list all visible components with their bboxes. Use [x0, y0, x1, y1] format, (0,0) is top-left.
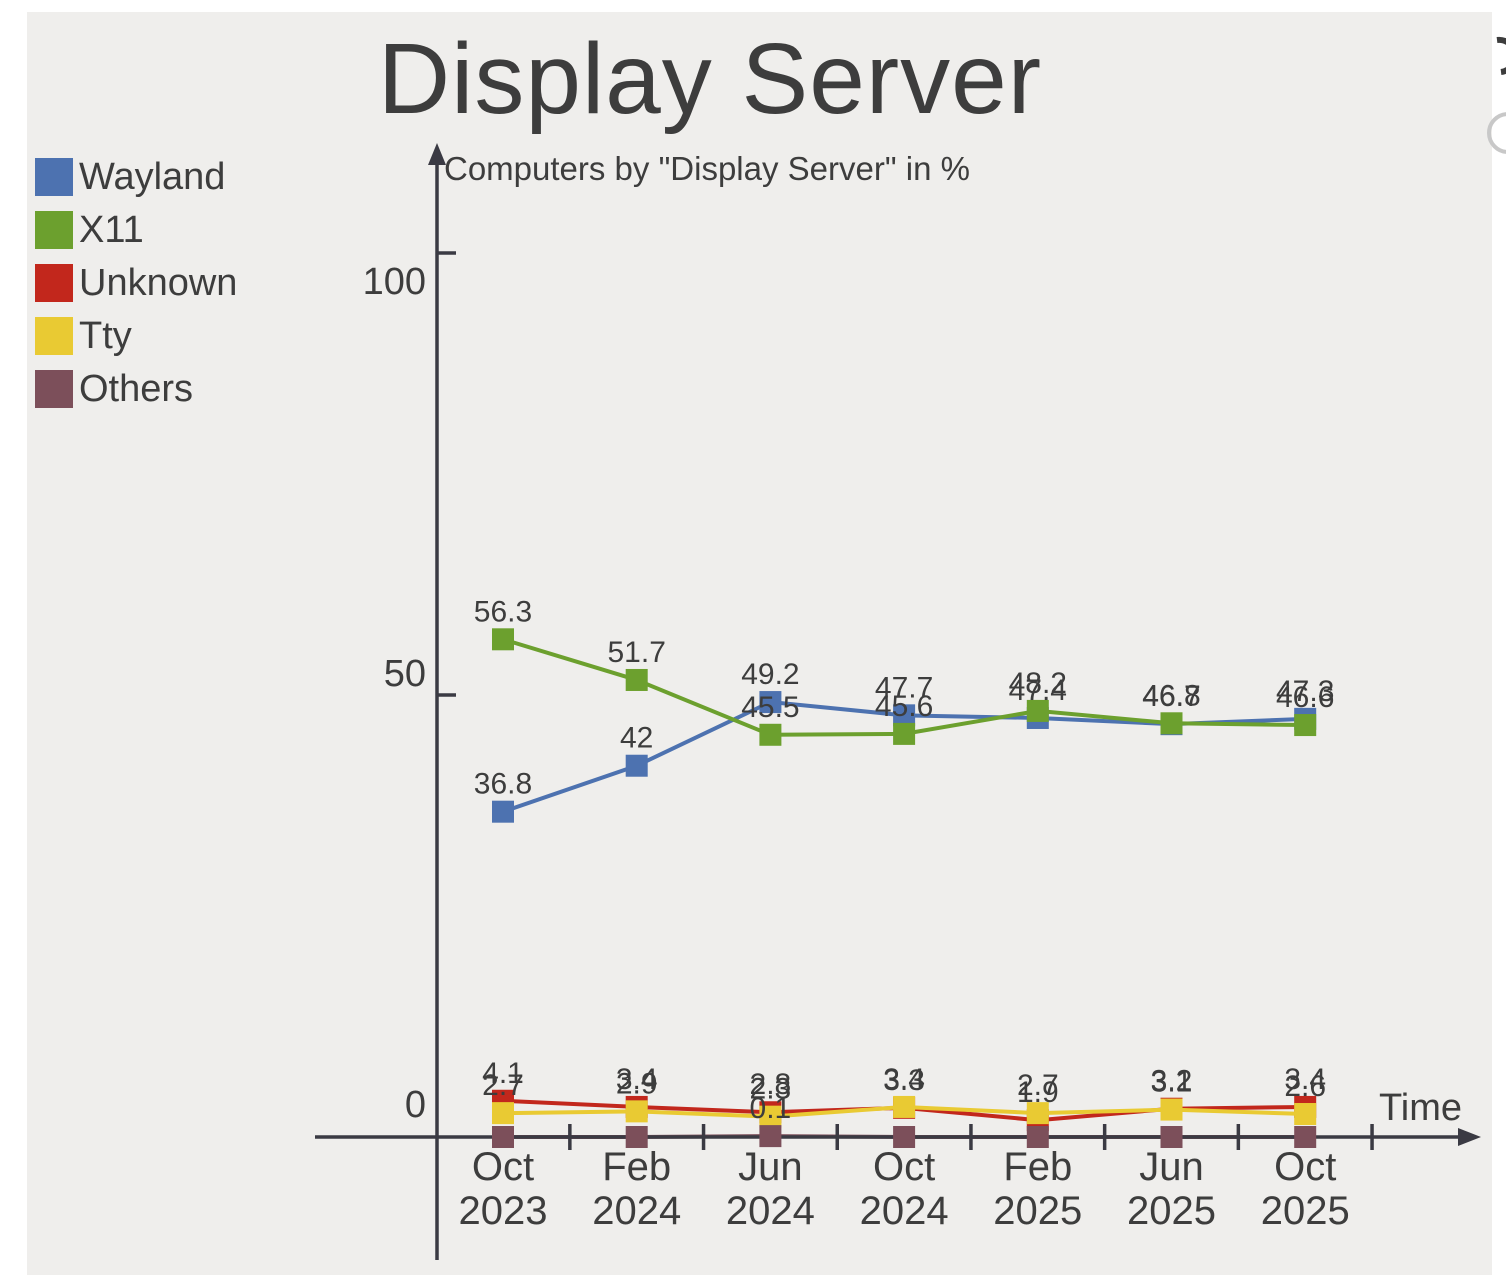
x-category-label: 2024	[860, 1189, 949, 1233]
value-label: 47.3	[1276, 675, 1334, 708]
value-label: 46.6	[1276, 681, 1334, 714]
x-category-label: 2025	[1261, 1189, 1350, 1233]
legend-swatch-icon	[35, 369, 73, 408]
value-label: 3.4	[883, 1063, 925, 1096]
data-point-tty	[893, 1095, 916, 1118]
data-point-x11	[492, 628, 514, 651]
x-category-label: Feb	[1003, 1145, 1072, 1189]
value-label: 4.1	[482, 1057, 524, 1090]
value-label: 36.8	[474, 768, 532, 801]
data-point-others	[1160, 1126, 1183, 1148]
value-label: 2.3	[750, 1073, 792, 1106]
legend-item-unknown: Unknown	[35, 256, 237, 309]
legend-label: X11	[79, 208, 144, 251]
value-label: 0.1	[750, 1092, 792, 1125]
x-category-label: 2024	[726, 1189, 815, 1233]
x-category-label: 2023	[459, 1189, 548, 1233]
legend-item-x11: X11	[35, 203, 237, 256]
data-point-others	[1026, 1126, 1049, 1148]
value-label: 3.1	[1151, 1066, 1193, 1099]
legend-label: Others	[79, 367, 194, 410]
value-label: 3.2	[1151, 1065, 1193, 1098]
chart-subtitle: Computers by "Display Server" in %	[444, 150, 970, 187]
y-axis-arrow	[428, 143, 446, 165]
legend-label: Unknown	[79, 261, 238, 304]
value-label: 2.7	[482, 1069, 524, 1102]
legend-item-others: Others	[35, 362, 237, 415]
value-label: 46.7	[1142, 680, 1200, 713]
data-point-wayland	[893, 704, 916, 727]
value-label: 56.3	[474, 595, 532, 628]
value-label: 46.8	[1142, 679, 1200, 712]
value-label: 45.5	[741, 691, 799, 724]
value-label: 48.2	[1009, 667, 1067, 700]
x-category-label: 2024	[592, 1189, 681, 1233]
data-point-tty	[1026, 1102, 1049, 1125]
data-point-tty	[759, 1105, 782, 1128]
data-point-tty	[492, 1102, 514, 1125]
data-point-x11	[1026, 699, 1049, 722]
x-axis-arrow	[1458, 1128, 1481, 1146]
data-point-others	[893, 1126, 916, 1148]
data-point-tty	[625, 1100, 648, 1123]
data-point-x11	[893, 722, 916, 745]
x-category-label: Jun	[1139, 1145, 1204, 1189]
value-label: 2.6	[1284, 1070, 1326, 1103]
value-label: 51.7	[608, 636, 666, 669]
legend-label: Wayland	[79, 155, 226, 198]
value-label: 2.7	[1017, 1069, 1059, 1102]
value-label: 3.4	[1284, 1063, 1326, 1096]
x-category-label: 2025	[993, 1189, 1082, 1233]
data-point-x11	[625, 668, 648, 691]
legend-swatch-icon	[35, 263, 73, 302]
y-tick-label: 100	[363, 261, 426, 303]
value-label: 2.9	[616, 1067, 658, 1100]
data-point-others	[1294, 1126, 1317, 1148]
x-category-label: Feb	[602, 1145, 671, 1189]
value-label: 1.9	[1017, 1076, 1059, 1109]
value-label: 45.6	[875, 690, 933, 723]
data-point-others	[492, 1126, 514, 1148]
x-category-label: Oct	[873, 1145, 935, 1189]
y-tick-label: 0	[405, 1084, 426, 1126]
x-axis-title: Time	[1379, 1087, 1462, 1129]
legend-label: Tty	[79, 314, 132, 357]
value-label: 2.8	[750, 1068, 792, 1101]
y-tick-label: 50	[384, 653, 426, 695]
data-point-x11	[1294, 714, 1317, 737]
data-point-wayland	[759, 691, 782, 714]
data-point-wayland	[625, 754, 648, 777]
value-label: 47.4	[1009, 674, 1067, 707]
data-point-others	[759, 1125, 782, 1148]
x-category-label: Jun	[738, 1145, 803, 1189]
chart-title: Display Server	[377, 23, 1043, 135]
value-label: 49.2	[741, 658, 799, 691]
clipped-circle	[1487, 112, 1506, 154]
data-point-x11	[1160, 712, 1183, 735]
data-point-tty	[1160, 1098, 1183, 1121]
data-point-x11	[759, 723, 782, 746]
value-label: 47.7	[875, 671, 933, 704]
chart-background	[27, 12, 1492, 1275]
value-label: 3.4	[616, 1063, 658, 1096]
data-point-tty	[1294, 1103, 1317, 1126]
data-point-wayland	[492, 800, 514, 823]
clipped-glyph	[1496, 36, 1506, 75]
legend-swatch-icon	[35, 316, 73, 355]
x-category-label: Oct	[472, 1145, 534, 1189]
data-point-others	[625, 1126, 648, 1148]
legend: Wayland X11 Unknown Tty Others	[35, 150, 237, 415]
legend-swatch-icon	[35, 157, 73, 196]
x-category-label: Oct	[1274, 1145, 1336, 1189]
x-category-label: 2025	[1127, 1189, 1216, 1233]
legend-swatch-icon	[35, 210, 73, 249]
value-label: 3.3	[883, 1064, 925, 1097]
legend-item-wayland: Wayland	[35, 150, 237, 203]
value-label: 42	[620, 722, 653, 755]
legend-item-tty: Tty	[35, 309, 237, 362]
